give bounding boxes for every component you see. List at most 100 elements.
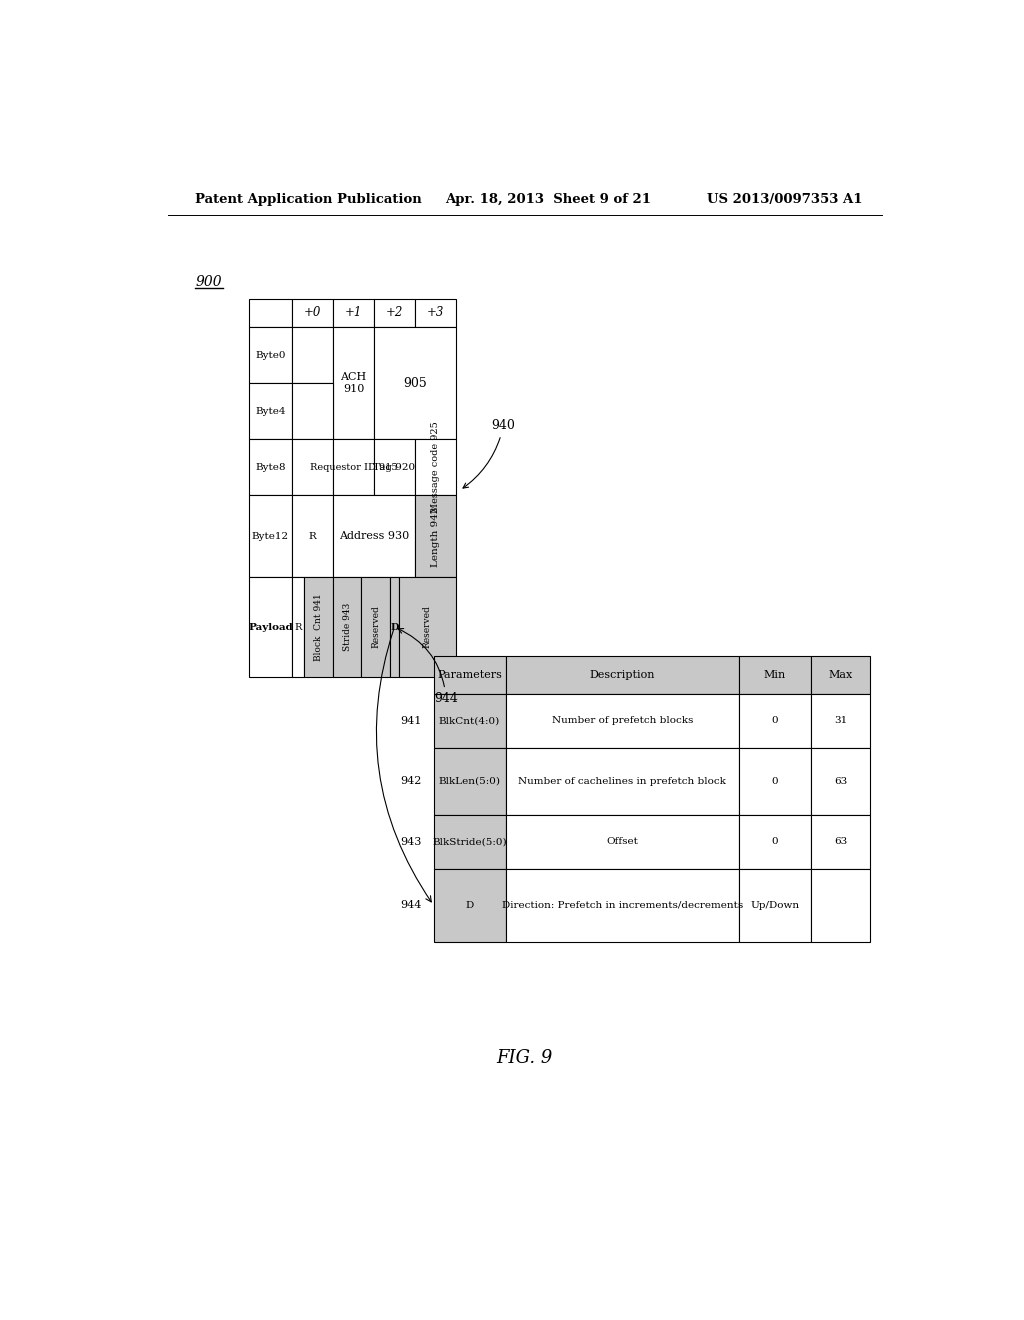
Bar bbox=[249, 440, 292, 495]
Text: +1: +1 bbox=[345, 306, 362, 319]
Bar bbox=[415, 298, 456, 327]
Bar bbox=[292, 383, 333, 440]
Text: Block  Cnt 941: Block Cnt 941 bbox=[314, 593, 323, 661]
Text: Stride 943: Stride 943 bbox=[343, 603, 351, 651]
Bar bbox=[506, 814, 739, 869]
Bar bbox=[249, 298, 292, 327]
Bar bbox=[249, 495, 292, 577]
Text: D: D bbox=[390, 623, 398, 632]
Text: Apr. 18, 2013  Sheet 9 of 21: Apr. 18, 2013 Sheet 9 of 21 bbox=[445, 193, 651, 206]
Bar bbox=[739, 693, 811, 748]
Bar bbox=[304, 577, 333, 677]
Text: BlkStride(5:0): BlkStride(5:0) bbox=[432, 837, 507, 846]
Bar bbox=[398, 577, 456, 677]
Text: ACH
910: ACH 910 bbox=[340, 372, 367, 395]
Text: +3: +3 bbox=[427, 306, 444, 319]
Bar bbox=[811, 869, 870, 941]
Text: R: R bbox=[309, 532, 316, 541]
Bar bbox=[249, 577, 292, 677]
Bar bbox=[739, 869, 811, 941]
Bar bbox=[433, 814, 506, 869]
Text: Tag 920: Tag 920 bbox=[374, 463, 416, 473]
Text: Payload: Payload bbox=[248, 623, 293, 632]
Text: 900: 900 bbox=[196, 276, 222, 289]
Text: BlkLen(5:0): BlkLen(5:0) bbox=[438, 776, 501, 785]
Text: D: D bbox=[466, 900, 474, 909]
Text: 0: 0 bbox=[772, 837, 778, 846]
Bar bbox=[292, 327, 333, 383]
Text: Byte8: Byte8 bbox=[255, 463, 286, 473]
Text: Byte0: Byte0 bbox=[255, 351, 286, 359]
Bar bbox=[333, 440, 374, 495]
Text: Min: Min bbox=[764, 671, 786, 680]
Bar bbox=[811, 748, 870, 814]
Text: Reserved: Reserved bbox=[371, 606, 380, 648]
Bar bbox=[292, 577, 304, 677]
Text: 941: 941 bbox=[400, 715, 422, 726]
Bar bbox=[433, 869, 506, 941]
Text: +2: +2 bbox=[386, 306, 403, 319]
Bar bbox=[390, 577, 398, 677]
Text: +0: +0 bbox=[304, 306, 322, 319]
Text: Description: Description bbox=[590, 671, 655, 680]
Text: Byte12: Byte12 bbox=[252, 532, 289, 541]
Text: Requestor ID 915: Requestor ID 915 bbox=[310, 463, 397, 473]
Bar bbox=[506, 869, 739, 941]
Bar bbox=[360, 577, 390, 677]
Text: 940: 940 bbox=[463, 420, 515, 488]
Text: BlkCnt(4:0): BlkCnt(4:0) bbox=[439, 717, 500, 725]
Bar bbox=[374, 298, 415, 327]
Bar bbox=[333, 495, 415, 577]
Text: 63: 63 bbox=[834, 776, 847, 785]
Text: Offset: Offset bbox=[606, 837, 638, 846]
Text: 0: 0 bbox=[772, 776, 778, 785]
Text: US 2013/0097353 A1: US 2013/0097353 A1 bbox=[708, 193, 863, 206]
Text: R: R bbox=[294, 623, 302, 632]
Bar bbox=[249, 327, 292, 383]
Bar bbox=[433, 693, 506, 748]
Bar bbox=[506, 693, 739, 748]
Bar bbox=[292, 298, 333, 327]
Bar bbox=[292, 495, 333, 577]
Bar bbox=[506, 748, 739, 814]
Bar bbox=[292, 440, 333, 495]
Text: 944: 944 bbox=[398, 628, 458, 705]
Text: 905: 905 bbox=[403, 376, 427, 389]
Text: Max: Max bbox=[828, 671, 853, 680]
Bar bbox=[811, 656, 870, 693]
Bar bbox=[506, 656, 739, 693]
Text: Address 930: Address 930 bbox=[339, 532, 410, 541]
Bar bbox=[811, 693, 870, 748]
Bar bbox=[811, 814, 870, 869]
Text: Reserved: Reserved bbox=[423, 606, 432, 648]
Bar bbox=[415, 495, 456, 577]
Bar bbox=[739, 748, 811, 814]
Bar bbox=[333, 577, 360, 677]
Bar bbox=[333, 298, 374, 327]
Text: Length 942: Length 942 bbox=[431, 507, 440, 566]
Bar bbox=[739, 656, 811, 693]
Text: Message code 925: Message code 925 bbox=[431, 421, 440, 513]
Text: 0: 0 bbox=[772, 717, 778, 725]
Text: 31: 31 bbox=[834, 717, 847, 725]
Text: Parameters: Parameters bbox=[437, 671, 502, 680]
Bar bbox=[739, 814, 811, 869]
Text: 943: 943 bbox=[400, 837, 422, 846]
Bar bbox=[374, 440, 415, 495]
Bar bbox=[415, 440, 456, 495]
Bar bbox=[433, 656, 506, 693]
Text: Patent Application Publication: Patent Application Publication bbox=[196, 193, 422, 206]
Bar bbox=[374, 327, 456, 440]
Text: FIG. 9: FIG. 9 bbox=[497, 1049, 553, 1067]
Text: Number of prefetch blocks: Number of prefetch blocks bbox=[552, 717, 693, 725]
Bar bbox=[333, 327, 374, 440]
Text: Up/Down: Up/Down bbox=[751, 900, 800, 909]
Text: 944: 944 bbox=[400, 900, 422, 911]
Text: Direction: Prefetch in increments/decrements: Direction: Prefetch in increments/decrem… bbox=[502, 900, 743, 909]
Bar bbox=[249, 383, 292, 440]
Text: Number of cachelines in prefetch block: Number of cachelines in prefetch block bbox=[518, 776, 726, 785]
Text: 942: 942 bbox=[400, 776, 422, 787]
Text: Byte4: Byte4 bbox=[255, 407, 286, 416]
Bar bbox=[433, 748, 506, 814]
Text: 63: 63 bbox=[834, 837, 847, 846]
